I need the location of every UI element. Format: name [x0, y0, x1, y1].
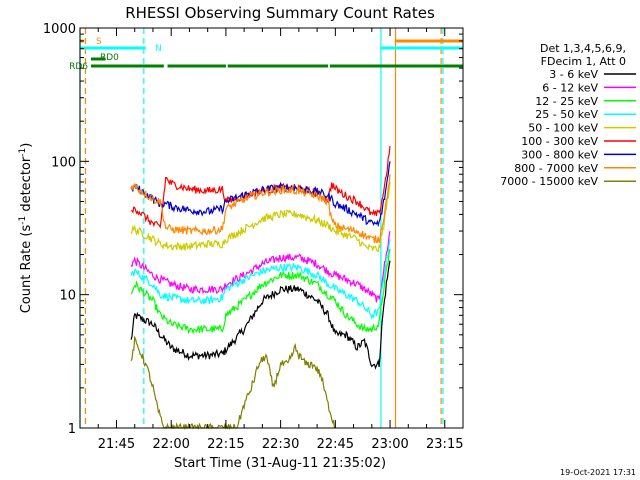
legend-header-1: FDecim 1, Att 0	[541, 55, 626, 68]
y-axis-label-end: )	[19, 143, 34, 148]
y-axis-label: Count Rate (s-1 detector-1)	[18, 143, 34, 314]
x-axis-label: Start Time (31-Aug-11 21:35:02)	[174, 456, 386, 471]
x-tick-label-6: 23:15	[426, 437, 463, 452]
series-line-3	[130, 239, 391, 320]
x-tick-label-4: 22:45	[317, 437, 354, 452]
legend-label-1: 6 - 12 keV	[542, 81, 598, 94]
axes-layer: 21:45 22:00 22:15 22:30 22:45 23:00 23:15 1 10 10…	[43, 22, 464, 452]
legend-label-0: 3 - 6 keV	[549, 68, 598, 81]
series-line-4	[130, 181, 391, 253]
x-tick-label-3: 22:30	[262, 437, 299, 452]
x-tick-label-0: 21:45	[98, 437, 135, 452]
y-axis-label-exp2: -1	[18, 148, 28, 157]
legend-label-4: 50 - 100 keV	[528, 122, 598, 135]
legend: Det 1,3,4,5,6,9,FDecim 1, Att 03 - 6 keV…	[500, 42, 636, 188]
x-tick-label-2: 22:15	[207, 437, 244, 452]
series-line-2	[130, 248, 391, 335]
flag-label-n: N	[155, 44, 162, 54]
y-tick-label-3: 1000	[43, 22, 76, 37]
y-tick-label-1: 10	[59, 289, 76, 304]
series-line-1	[130, 230, 391, 303]
legend-label-3: 25 - 50 keV	[535, 108, 598, 121]
legend-label-8: 7000 - 15000 keV	[500, 175, 598, 188]
series-line-0	[130, 260, 391, 370]
x-tick-label-5: 23:00	[371, 437, 408, 452]
chart-title: RHESSI Observing Summary Count Rates	[125, 4, 435, 22]
plot-frame	[79, 27, 464, 429]
flag-label-rd0: RD0	[100, 53, 119, 63]
legend-header-0: Det 1,3,4,5,6,9,	[540, 42, 626, 55]
legend-label-5: 100 - 300 keV	[521, 135, 598, 148]
y-tick-label-0: 1	[68, 422, 76, 437]
legend-label-6: 300 - 800 keV	[521, 148, 598, 161]
series-line-7	[130, 174, 391, 244]
y-axis-label-exp1: -1	[18, 216, 28, 225]
x-tick-label-1: 22:00	[152, 437, 189, 452]
legend-label-2: 12 - 25 keV	[535, 95, 598, 108]
y-axis-label-main: Count Rate (s	[19, 225, 34, 314]
y-tick-label-2: 100	[51, 155, 76, 170]
y-axis-label-mid: detector	[19, 156, 34, 216]
legend-label-7: 800 - 7000 keV	[514, 162, 598, 175]
flag-label-s: S	[96, 37, 102, 47]
timestamp: 19-Oct-2021 17:31	[560, 468, 636, 477]
flag-label-rd6: RD6	[69, 62, 88, 72]
